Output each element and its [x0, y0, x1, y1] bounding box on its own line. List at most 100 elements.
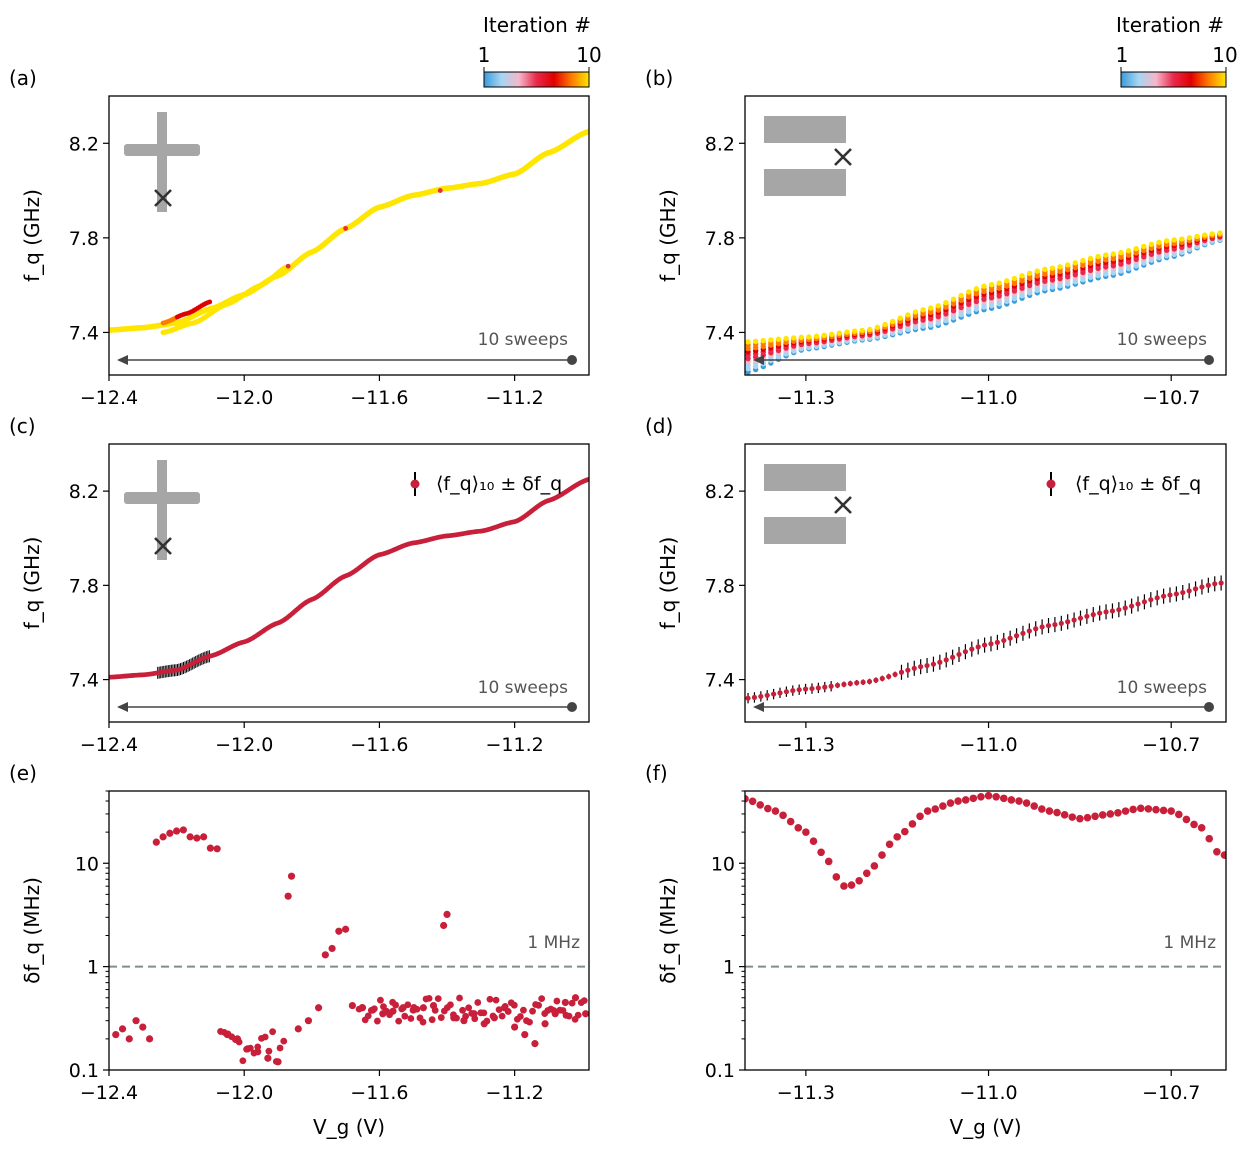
inset-gate-top — [764, 116, 846, 143]
data-point — [179, 826, 187, 834]
data-point — [1133, 245, 1139, 252]
data-point — [950, 296, 957, 302]
data-point — [1116, 607, 1122, 613]
data-point — [937, 659, 943, 665]
data-point — [1077, 615, 1084, 621]
data-point — [582, 1010, 589, 1018]
data-point — [335, 927, 343, 935]
data-point — [996, 280, 1002, 286]
data-point — [918, 664, 924, 670]
data-point — [1190, 820, 1198, 829]
x-tick-label: −11.6 — [350, 387, 408, 409]
data-point — [510, 1001, 518, 1009]
data-point — [173, 827, 181, 835]
data-point — [897, 315, 903, 321]
data-point — [1042, 266, 1048, 273]
data-point — [981, 642, 988, 648]
data-point — [1121, 807, 1130, 815]
data-point — [186, 833, 194, 841]
y-tick-label: 7.8 — [69, 228, 99, 250]
data-point — [264, 1054, 272, 1062]
data-point — [1217, 230, 1223, 236]
data-point — [962, 649, 969, 655]
inset-marker-cross — [154, 189, 172, 207]
y-axis-label: f_q (GHz) — [656, 189, 680, 282]
data-point — [992, 793, 1000, 801]
y-tick-label: 7.4 — [705, 670, 735, 692]
data-point — [954, 797, 962, 805]
plot-area-e — [112, 826, 589, 1066]
data-point — [1159, 806, 1168, 815]
data-point — [798, 334, 805, 341]
data-point — [828, 683, 834, 689]
data-point — [802, 828, 810, 836]
data-point — [398, 1005, 406, 1013]
data-point — [768, 337, 774, 343]
data-point — [483, 1017, 491, 1025]
data-point — [269, 1028, 277, 1036]
data-point — [1167, 807, 1176, 815]
data-point — [764, 804, 772, 813]
data-point — [847, 881, 856, 889]
x-tick-label: −12.0 — [215, 387, 273, 409]
panel-label: (f) — [645, 761, 668, 785]
data-point — [950, 654, 956, 660]
data-point — [1095, 253, 1101, 260]
data-point — [855, 876, 863, 885]
y-tick-label: 8.2 — [705, 133, 735, 155]
data-point — [520, 1006, 527, 1014]
data-point — [1135, 601, 1141, 607]
data-point — [1148, 597, 1154, 603]
data-point — [977, 793, 985, 801]
y-axis-label: δf_q (MHz) — [656, 877, 680, 984]
data-point — [911, 665, 917, 671]
axes-frame — [744, 443, 1227, 723]
data-point — [923, 807, 932, 815]
data-point — [885, 840, 894, 849]
y-axis-label: f_q (GHz) — [20, 537, 44, 630]
data-point — [585, 477, 589, 482]
colorbar-a — [483, 71, 590, 88]
data-point — [1049, 265, 1056, 271]
data-point — [118, 1025, 127, 1033]
data-point — [836, 330, 843, 336]
data-point — [395, 1017, 403, 1025]
panel-label: (b) — [645, 66, 673, 90]
data-point — [1160, 593, 1167, 599]
x-tick-label: −11.3 — [777, 387, 835, 409]
data-point — [428, 1016, 436, 1024]
data-point — [1199, 584, 1205, 590]
data-point — [495, 1006, 503, 1014]
data-point — [813, 333, 820, 339]
data-point — [440, 921, 448, 930]
sweep-start-dot — [1204, 355, 1214, 365]
data-point — [840, 882, 848, 890]
plot-area-f — [745, 791, 1226, 890]
data-point — [1087, 255, 1094, 262]
data-point — [343, 226, 349, 231]
data-point — [1197, 824, 1206, 832]
data-point — [535, 1001, 543, 1009]
data-point — [1052, 622, 1058, 628]
y-tick-label: 7.4 — [705, 322, 735, 344]
data-point — [1205, 582, 1211, 588]
data-point — [748, 797, 757, 806]
data-point — [431, 1006, 439, 1014]
data-point — [152, 838, 160, 846]
data-point — [760, 337, 766, 344]
sweeps-note-d: 10 sweeps — [1117, 678, 1208, 698]
data-point — [1057, 264, 1063, 270]
data-point — [930, 661, 937, 667]
data-point — [1007, 635, 1013, 641]
data-point — [905, 667, 911, 673]
data-point — [1186, 235, 1193, 241]
y-tick-label: 8.2 — [69, 481, 99, 503]
data-point — [751, 694, 758, 701]
data-point — [1011, 275, 1018, 282]
data-point — [791, 335, 797, 341]
data-point — [851, 328, 858, 334]
data-point — [783, 689, 790, 695]
data-point — [809, 837, 818, 846]
y-axis-label: f_q (GHz) — [656, 537, 680, 630]
data-point — [321, 951, 329, 959]
